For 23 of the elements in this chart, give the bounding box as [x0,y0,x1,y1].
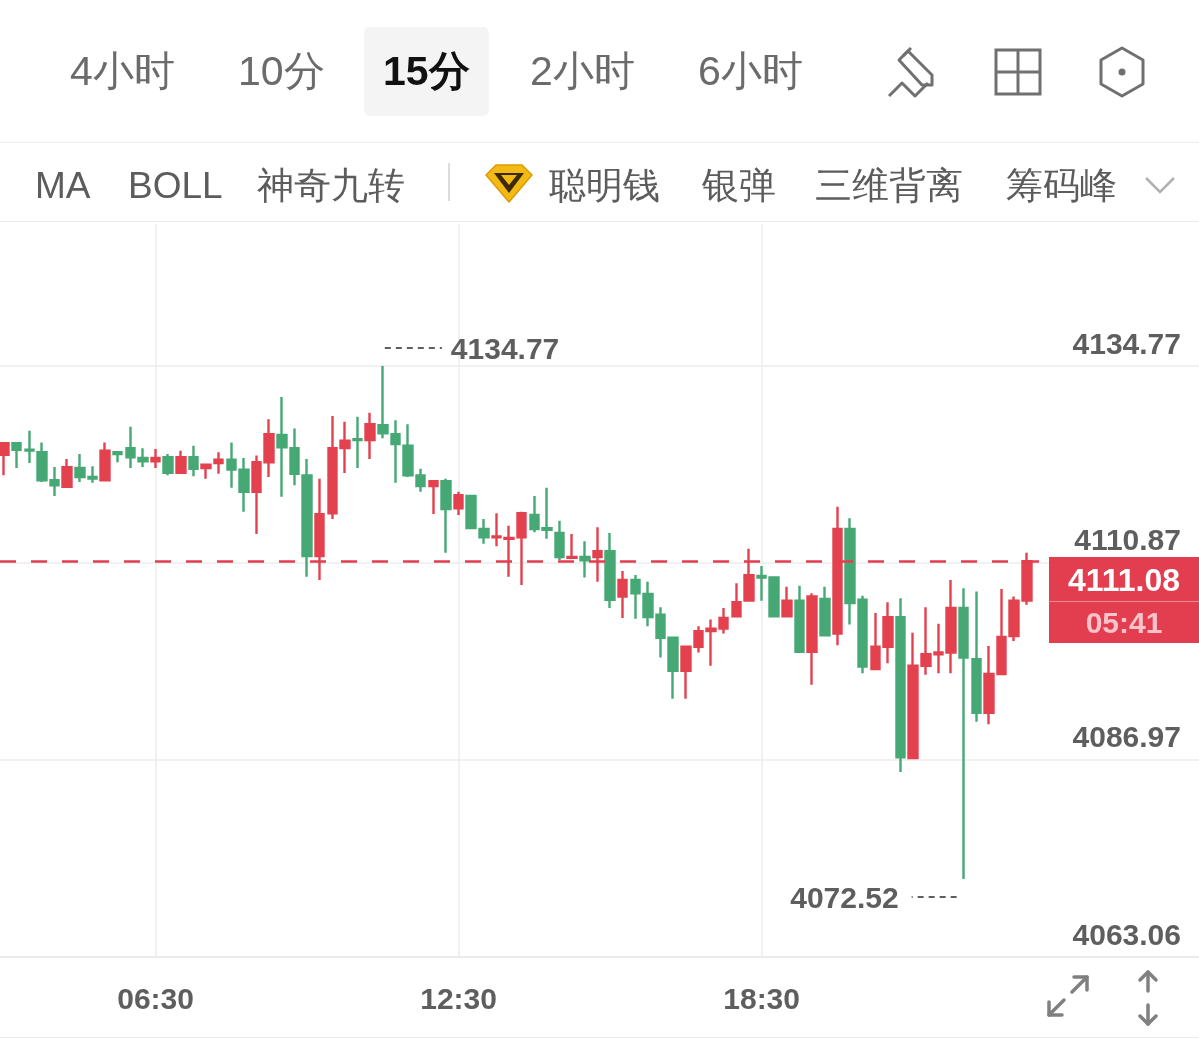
text: 15分 [364,27,489,116]
text: 银弹 [702,164,776,208]
y-tick-label: 4134.77 [1072,326,1181,360]
text: 6小时 [697,47,804,96]
annotation: 05:41 [1049,601,1199,644]
x-tick-label: 06:30 [117,981,194,1015]
y-tick-label: 4063.06 [1072,917,1181,951]
annotation: 4072.52 [790,880,899,914]
y-tick-label: 4086.97 [1072,720,1181,754]
text: 三维背离 [815,164,963,208]
text: 4小时 [69,47,176,96]
text: 神奇九转 [257,164,405,208]
text: 10分 [237,47,326,96]
text: MA [35,164,91,208]
annotation: 4134.77 [450,331,560,365]
text: 2小时 [529,47,636,96]
text: BOLL [128,164,223,208]
text: 聪明钱 [549,164,660,208]
text: 筹码峰 [1006,164,1117,208]
x-tick-label: 12:30 [420,981,497,1015]
x-tick-label: 18:30 [723,981,800,1015]
y-tick-label: 4110.87 [1074,523,1181,557]
ref-line-label: 4111.08 [1066,561,1182,601]
